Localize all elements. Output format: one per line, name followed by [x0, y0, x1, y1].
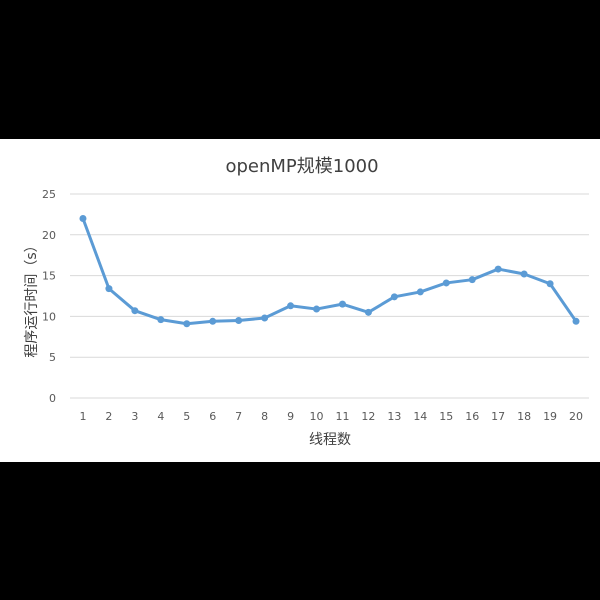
data-point	[313, 305, 321, 313]
chart-title: openMP规模1000	[225, 156, 378, 177]
data-point	[338, 300, 346, 308]
x-tick-label: 13	[387, 410, 401, 423]
y-tick-label: 25	[42, 188, 56, 201]
data-point	[157, 316, 165, 324]
data-point	[546, 280, 554, 288]
x-tick-label: 20	[569, 410, 583, 423]
x-tick-label: 8	[261, 410, 268, 423]
x-tick-label: 4	[157, 410, 164, 423]
y-tick-label: 5	[49, 351, 56, 364]
y-tick-label: 15	[42, 270, 56, 283]
data-point	[390, 293, 398, 301]
x-tick-label: 3	[131, 410, 138, 423]
x-tick-label: 18	[517, 410, 531, 423]
gridlines	[70, 193, 589, 399]
x-axis-label: 线程数	[309, 432, 351, 448]
x-tick-label: 5	[183, 410, 190, 423]
y-axis-label: 程序运行时间（s）	[24, 238, 40, 357]
data-point	[364, 308, 372, 316]
data-point	[494, 265, 502, 273]
x-axis-ticks: 1 2 3 4 5 6 7 8 9 10 11 12 13 14 15 16 17 18 19 20	[79, 410, 583, 423]
x-tick-label: 12	[361, 410, 375, 423]
data-point	[287, 302, 295, 310]
x-tick-label: 19	[543, 410, 557, 423]
data-point	[105, 285, 113, 293]
x-tick-label: 11	[335, 410, 349, 423]
x-tick-label: 2	[105, 410, 112, 423]
data-point	[261, 314, 269, 322]
x-tick-label: 9	[287, 410, 294, 423]
x-tick-label: 7	[235, 410, 242, 423]
x-tick-label: 6	[209, 410, 216, 423]
x-tick-label: 17	[491, 410, 505, 423]
data-point	[183, 320, 191, 328]
y-tick-label: 20	[42, 229, 56, 242]
chart-background	[0, 139, 600, 462]
x-tick-label: 15	[439, 410, 453, 423]
data-point	[79, 214, 87, 222]
data-point	[572, 317, 580, 325]
data-point	[235, 316, 243, 324]
data-point	[209, 317, 217, 325]
x-tick-label: 10	[310, 410, 324, 423]
data-point	[442, 279, 450, 287]
y-tick-label: 0	[49, 392, 56, 405]
data-point	[520, 270, 528, 278]
series-layer	[79, 214, 580, 328]
y-tick-label: 10	[42, 310, 56, 323]
data-point	[416, 288, 424, 296]
x-tick-label: 1	[79, 410, 86, 423]
data-point	[468, 276, 476, 284]
data-point	[131, 307, 139, 315]
series-line	[81, 216, 578, 326]
x-tick-label: 14	[413, 410, 427, 423]
x-tick-label: 16	[465, 410, 479, 423]
y-axis-ticks: 0 5 10 15 20 25	[42, 188, 56, 405]
